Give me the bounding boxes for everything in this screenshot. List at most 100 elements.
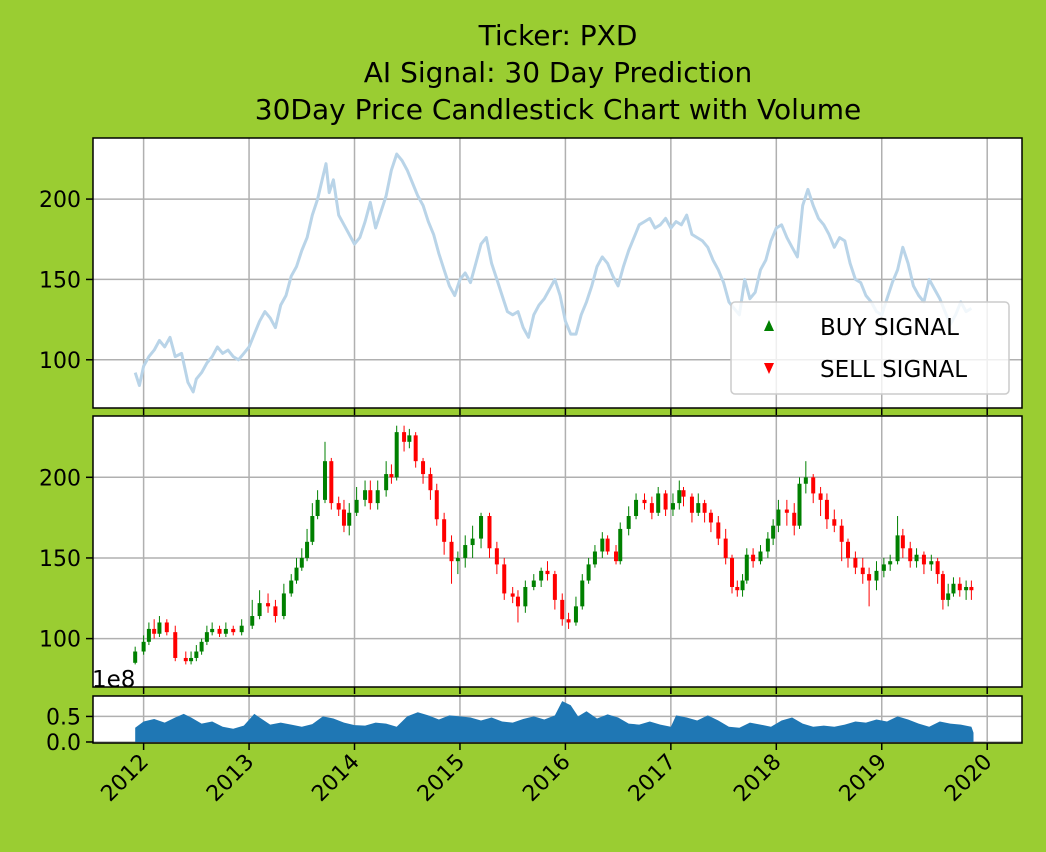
candle-y-tick-label: 100 xyxy=(39,628,81,653)
candles xyxy=(133,425,974,665)
candle xyxy=(310,503,315,546)
candle-body xyxy=(413,435,418,462)
candlestick-panel-background xyxy=(93,416,1022,687)
candle xyxy=(449,535,454,584)
candle-body xyxy=(539,570,544,581)
candle-body xyxy=(867,574,872,581)
volume-y-tick-label: 0.0 xyxy=(46,731,81,756)
candle xyxy=(573,596,578,626)
candle-body xyxy=(183,657,188,662)
candle xyxy=(210,622,215,636)
candle xyxy=(811,474,816,504)
candle xyxy=(708,509,713,533)
candle-body xyxy=(389,474,394,478)
candle xyxy=(545,561,550,581)
candle-body xyxy=(626,516,631,529)
candle-body xyxy=(157,622,162,634)
volume-panel-frame xyxy=(92,695,1023,744)
candle-body xyxy=(839,525,844,542)
candle xyxy=(294,557,299,584)
candle-body xyxy=(494,548,499,565)
candle-body xyxy=(421,461,426,475)
candle xyxy=(413,432,418,468)
candle xyxy=(765,532,770,558)
candle-body xyxy=(908,548,913,562)
candle-body xyxy=(455,557,460,562)
candle-body xyxy=(560,599,565,620)
candle xyxy=(494,541,499,575)
candle-body xyxy=(765,538,770,552)
candle xyxy=(771,519,776,546)
candle xyxy=(656,486,661,517)
candle xyxy=(618,522,623,565)
candle-y-tick-label: 150 xyxy=(39,547,81,572)
candle-body xyxy=(470,538,475,546)
candle xyxy=(951,577,956,597)
candle-body xyxy=(375,490,380,504)
candle-body xyxy=(257,603,262,617)
candle-body xyxy=(487,516,492,549)
candle-body xyxy=(670,503,675,510)
candle-body xyxy=(354,499,359,513)
candle-body xyxy=(940,574,945,600)
candle xyxy=(642,493,647,510)
candle-body xyxy=(239,625,244,633)
candle xyxy=(776,499,781,533)
candle-body xyxy=(586,564,591,581)
chart-title: Ticker: PXD AI Signal: 30 Day Prediction… xyxy=(255,19,861,126)
buy-signal-marker-icon xyxy=(764,320,774,331)
candle xyxy=(257,590,262,620)
candle-body xyxy=(784,509,789,513)
candle xyxy=(515,590,520,623)
candle-body xyxy=(515,596,520,607)
candle xyxy=(266,593,271,613)
candle xyxy=(929,554,934,571)
candle-body xyxy=(797,483,802,526)
candle-body xyxy=(194,651,199,658)
candle xyxy=(634,493,639,520)
candle xyxy=(217,625,222,637)
candle xyxy=(663,490,668,517)
candle xyxy=(539,567,544,587)
candle xyxy=(730,554,735,594)
candle-body xyxy=(818,493,823,500)
candle-body xyxy=(347,512,352,526)
legend-buy-label: BUY SIGNAL xyxy=(820,315,959,341)
candle xyxy=(895,516,900,565)
candle-body xyxy=(957,583,962,591)
candle-body xyxy=(189,657,194,662)
candle-body xyxy=(946,593,951,600)
candle-body xyxy=(642,499,647,504)
candle-body xyxy=(289,580,294,594)
candle xyxy=(341,499,346,533)
candle xyxy=(560,593,565,626)
candle xyxy=(273,599,278,623)
candle-body xyxy=(874,570,879,581)
candle-body xyxy=(479,516,484,539)
candle xyxy=(696,493,701,517)
price-panel-frame xyxy=(92,137,1023,409)
candle-body xyxy=(914,554,919,562)
candle-body xyxy=(758,551,763,562)
candle-body xyxy=(696,503,701,513)
candle-body xyxy=(663,493,668,510)
candle xyxy=(531,574,536,591)
candle-body xyxy=(231,628,236,633)
candle-body xyxy=(600,538,605,552)
candle xyxy=(194,645,199,662)
candlestick-y-axis: 100 150 200 xyxy=(39,466,93,653)
candle-body xyxy=(164,622,169,633)
candlestick-panel: 100 150 200 xyxy=(39,415,1023,694)
candle-body xyxy=(740,580,745,591)
candle xyxy=(860,557,865,584)
candle xyxy=(677,480,682,510)
candle xyxy=(389,464,394,484)
candle-body xyxy=(860,567,865,575)
volume-y-axis: 0.00.5 xyxy=(46,705,93,756)
candle xyxy=(305,528,310,562)
volume-y-tick-label: 0.5 xyxy=(46,705,81,730)
candle-body xyxy=(881,564,886,571)
candle-body xyxy=(618,528,623,562)
candle xyxy=(888,554,893,571)
